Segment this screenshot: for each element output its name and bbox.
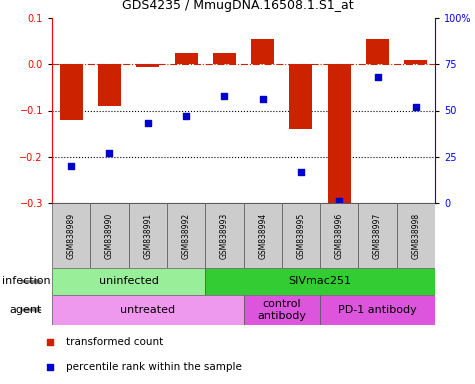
Text: GSM838993: GSM838993 — [220, 212, 229, 259]
Point — [220, 93, 228, 99]
Text: percentile rank within the sample: percentile rank within the sample — [66, 362, 242, 372]
Bar — [98, 64, 121, 106]
Text: control
antibody: control antibody — [257, 299, 306, 321]
Text: GSM838998: GSM838998 — [411, 212, 420, 258]
Text: untreated: untreated — [120, 305, 175, 315]
Bar — [60, 64, 83, 120]
Text: GSM838989: GSM838989 — [66, 212, 76, 258]
Text: GSM838991: GSM838991 — [143, 212, 152, 258]
Text: infection: infection — [2, 276, 51, 286]
Bar — [52, 268, 205, 295]
Bar — [129, 203, 167, 268]
Bar — [167, 203, 205, 268]
Bar — [251, 39, 274, 64]
Text: PD-1 antibody: PD-1 antibody — [338, 305, 417, 315]
Bar — [136, 64, 159, 66]
Text: GSM838990: GSM838990 — [105, 212, 114, 259]
Bar — [328, 64, 351, 205]
Point — [259, 96, 266, 103]
Bar — [282, 203, 320, 268]
Point — [105, 150, 113, 156]
Point — [335, 198, 343, 204]
Text: GSM838995: GSM838995 — [296, 212, 305, 259]
Bar — [52, 295, 244, 325]
Bar — [244, 295, 320, 325]
Bar — [397, 203, 435, 268]
Text: transformed count: transformed count — [66, 336, 163, 346]
Point — [67, 163, 75, 169]
Point — [412, 104, 419, 110]
Bar — [52, 203, 90, 268]
Bar — [244, 203, 282, 268]
Text: GSM838996: GSM838996 — [335, 212, 344, 259]
Bar — [213, 53, 236, 64]
Bar — [205, 268, 435, 295]
Bar — [90, 203, 129, 268]
Bar — [366, 39, 389, 64]
Bar — [359, 203, 397, 268]
Text: uninfected: uninfected — [99, 276, 159, 286]
Point — [182, 113, 190, 119]
Bar — [205, 203, 244, 268]
Point — [297, 169, 305, 175]
Point — [374, 74, 381, 80]
Bar — [289, 64, 313, 129]
Bar — [174, 53, 198, 64]
Text: GSM838992: GSM838992 — [181, 212, 190, 258]
Point — [47, 338, 54, 344]
Text: agent: agent — [10, 305, 42, 315]
Text: GDS4235 / MmugDNA.16508.1.S1_at: GDS4235 / MmugDNA.16508.1.S1_at — [122, 0, 353, 12]
Bar — [404, 60, 428, 64]
Bar — [320, 203, 359, 268]
Point — [47, 364, 54, 371]
Bar — [320, 295, 435, 325]
Text: SIVmac251: SIVmac251 — [289, 276, 352, 286]
Text: GSM838994: GSM838994 — [258, 212, 267, 259]
Text: GSM838997: GSM838997 — [373, 212, 382, 259]
Point — [144, 120, 152, 126]
